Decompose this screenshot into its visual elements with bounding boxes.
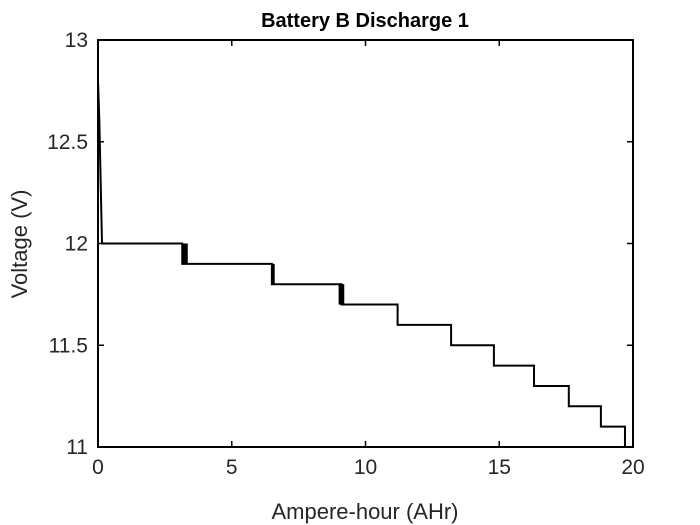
series-line: [97, 80, 626, 447]
chart-title: Battery B Discharge 1: [261, 10, 469, 32]
axis-ticks: 0 5 10 15 20 11 11.5 12 12.5 13: [47, 29, 645, 479]
y-tick-label: 12: [65, 233, 88, 256]
y-tick-label: 11.5: [49, 334, 88, 357]
x-tick-label: 20: [621, 456, 644, 479]
x-axis-label: Ampere-hour (AHr): [271, 499, 458, 524]
x-tick-label: 0: [92, 456, 104, 479]
y-tick-label: 12.5: [47, 131, 88, 154]
x-tick-label: 5: [226, 456, 238, 479]
y-tick-label: 13: [65, 29, 88, 52]
series-group: [97, 80, 626, 447]
y-axis-label: Voltage (V): [7, 190, 32, 299]
y-tick-label: 11: [66, 436, 88, 459]
x-tick-label: 15: [488, 456, 511, 479]
x-tick-label: 10: [354, 456, 377, 479]
